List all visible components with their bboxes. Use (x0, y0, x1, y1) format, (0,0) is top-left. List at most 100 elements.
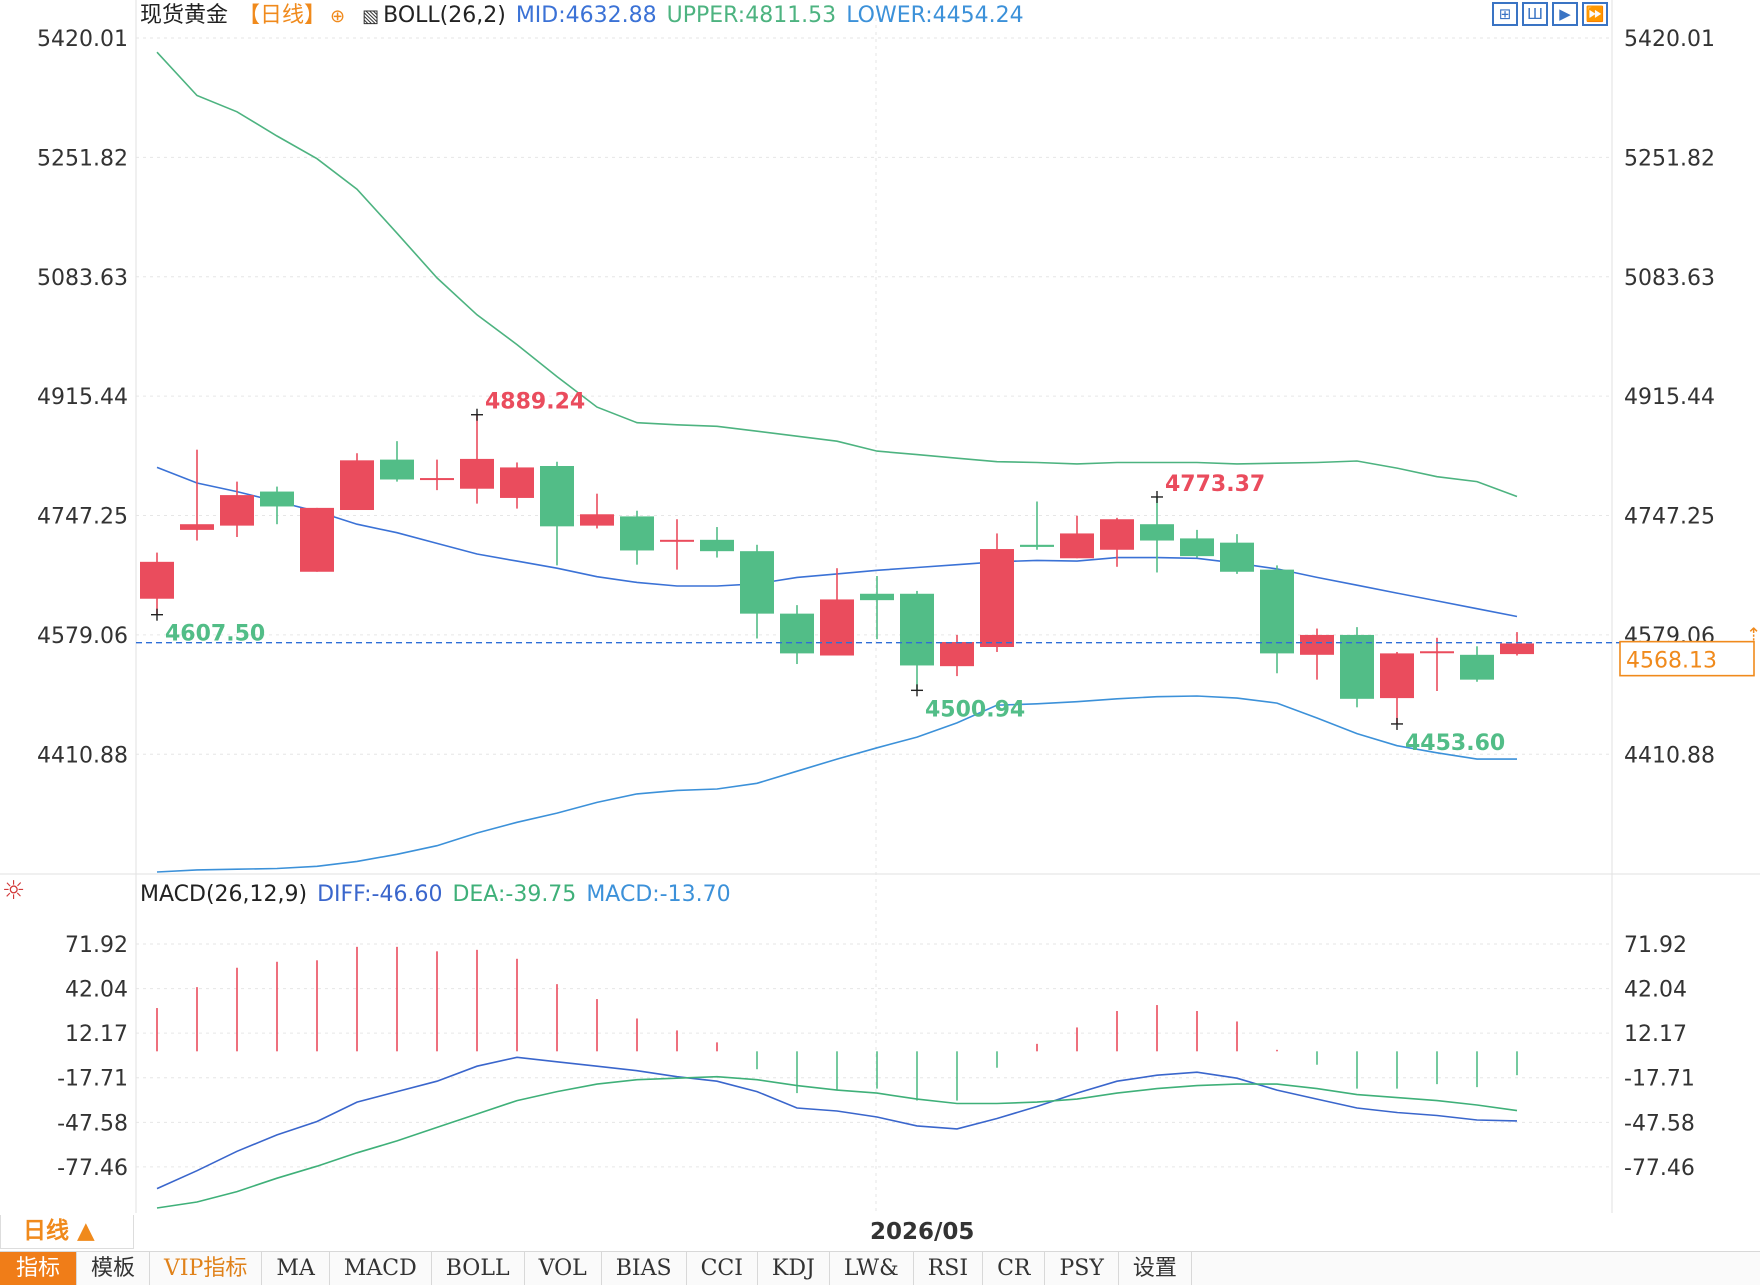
macd-y-tick-left: -47.58 (57, 1111, 128, 1136)
macd-y-tick-right: 12.17 (1624, 1022, 1687, 1047)
main-y-tick-right: 5420.01 (1624, 27, 1715, 52)
tab-kdj[interactable]: KDJ (758, 1252, 830, 1285)
candle-body (1020, 544, 1054, 547)
macd-y-tick-left: 12.17 (65, 1022, 128, 1047)
play-icon[interactable]: ▶ (1552, 2, 1578, 26)
boll-upper-value: UPPER:4811.53 (666, 3, 837, 28)
candle-body (660, 539, 694, 542)
candle-body (740, 551, 774, 614)
low-price-label: 4453.60 (1405, 731, 1505, 756)
candle-body (820, 599, 854, 656)
bottom-bar: 日线 ▲ 2026/05 指标 模板 VIP指标 MA MACD BOLL VOL BIAS C… (0, 1213, 1760, 1285)
indicator-settings-icon[interactable]: ☼ (2, 876, 26, 906)
macd-y-tick-right: 42.04 (1624, 978, 1687, 1003)
candle-body (420, 478, 454, 481)
macd-header: MACD(26,12,9) DIFF:-46.60 DEA:-39.75 MACD:-… (140, 881, 741, 909)
tab-0[interactable]: 指标 (0, 1252, 78, 1285)
chart-toolbar: ⊞ Ш ▶ ⏩ (1492, 2, 1608, 26)
candle-body (1180, 538, 1214, 557)
tab-boll[interactable]: BOLL (432, 1252, 525, 1285)
candle-body (180, 524, 214, 530)
main-y-tick-right: 5251.82 (1624, 146, 1715, 171)
indicator-tabs: 指标 模板 VIP指标 MA MACD BOLL VOL BIAS CCI KDJ LW& RSI CR… (0, 1251, 1760, 1285)
period-toggle-button[interactable]: 日线 ▲ (0, 1215, 134, 1249)
candle-body (580, 514, 614, 526)
candle-body (900, 593, 934, 666)
macd-diff-line (156, 1056, 1518, 1190)
boll-upper-line (156, 51, 1518, 498)
candle-body (500, 467, 534, 498)
main-y-tick-left: 4410.88 (37, 743, 128, 768)
candle-body (260, 491, 294, 507)
candle-body (140, 561, 174, 599)
tab-vol[interactable]: VOL (525, 1252, 602, 1285)
tab-ma[interactable]: MA (262, 1252, 330, 1285)
candle-body (340, 460, 374, 511)
candle-period-icon[interactable]: Ш (1522, 2, 1548, 26)
main-chart-header: 现货黄金 【日线】 ⊕ ▧ BOLL(26,2) MID:4632.88 UPPER:48… (140, 2, 1034, 31)
main-y-tick-left: 4915.44 (37, 385, 128, 410)
macd-y-tick-left: -17.71 (57, 1067, 128, 1092)
main-y-tick-left: 5251.82 (37, 146, 128, 171)
tab-lw[interactable]: LW& (830, 1252, 914, 1285)
macd-y-tick-left: 42.04 (65, 978, 128, 1003)
macd-y-tick-right: -17.71 (1624, 1067, 1695, 1092)
main-y-tick-left: 4579.06 (37, 624, 128, 649)
candle-body (1420, 651, 1454, 654)
main-y-tick-right: 4747.25 (1624, 505, 1715, 530)
macd-y-tick-right: 71.92 (1624, 933, 1687, 958)
tab-bias[interactable]: BIAS (602, 1252, 687, 1285)
current-price-value: 4568.13 (1626, 649, 1717, 674)
crosshair-icon[interactable]: ⊕ (330, 6, 346, 27)
tab-cr[interactable]: CR (983, 1252, 1046, 1285)
macd-y-tick-left: 71.92 (65, 933, 128, 958)
candle-body (1300, 634, 1334, 655)
candle-body (1100, 519, 1134, 550)
macd-y-tick-left: -77.46 (57, 1156, 128, 1181)
macd-dea-value: DEA:-39.75 (452, 882, 577, 907)
indicator-icon[interactable]: ▧ (362, 6, 380, 27)
tab-1[interactable]: 模板 (77, 1252, 151, 1285)
tab-psy[interactable]: PSY (1045, 1252, 1119, 1285)
boll-mid-value: MID:4632.88 (515, 3, 657, 28)
tab-macd[interactable]: MACD (330, 1252, 432, 1285)
macd-diff-value: DIFF:-46.60 (317, 882, 443, 907)
macd-indicator-name[interactable]: MACD(26,12,9) (140, 882, 308, 907)
candle-body (1260, 569, 1294, 654)
candle-body (1140, 524, 1174, 541)
chart-canvas: 5420.01 5420.01 5251.82 5251.82 5083.63 5083.… (0, 0, 1760, 1213)
candle-body (300, 507, 334, 572)
candle-body (1220, 542, 1254, 572)
tab-rsi[interactable]: RSI (914, 1252, 984, 1285)
macd-y-tick-right: -47.58 (1624, 1111, 1695, 1136)
boll-lower-line (156, 695, 1517, 873)
candle-body (1340, 634, 1374, 699)
candle-body (1380, 653, 1414, 699)
period-tag[interactable]: 【日线】 (238, 3, 327, 28)
candle-body (380, 459, 414, 480)
low-price-label: 4607.50 (165, 622, 265, 647)
candle-body (1500, 643, 1534, 655)
fast-forward-icon[interactable]: ⏩ (1582, 2, 1608, 26)
grid-icon[interactable]: ⊞ (1492, 2, 1518, 26)
boll-indicator-name[interactable]: BOLL(26,2) (383, 3, 506, 28)
symbol-name[interactable]: 现货黄金 (140, 3, 229, 28)
candle-body (940, 642, 974, 667)
candle-body (460, 458, 494, 489)
candle-body (220, 495, 254, 526)
current-price-tag (1619, 640, 1755, 677)
main-y-tick-left: 5083.63 (37, 266, 128, 291)
tab-cci[interactable]: CCI (687, 1252, 758, 1285)
main-y-tick-right: 5083.63 (1624, 266, 1715, 291)
candle-body (780, 613, 814, 654)
macd-y-tick-right: -77.46 (1624, 1156, 1695, 1181)
tab-14[interactable]: 设置 (1119, 1252, 1192, 1285)
tab-vip[interactable]: VIP指标 (150, 1252, 263, 1285)
candle-body (1460, 654, 1494, 680)
candle-body (860, 593, 894, 601)
main-y-tick-left: 5420.01 (37, 27, 128, 52)
main-y-tick-right: 4410.88 (1624, 743, 1715, 768)
candle-body (540, 466, 574, 527)
boll-lower-value: LOWER:4454.24 (846, 3, 1024, 28)
high-price-label: 4773.37 (1165, 472, 1265, 497)
